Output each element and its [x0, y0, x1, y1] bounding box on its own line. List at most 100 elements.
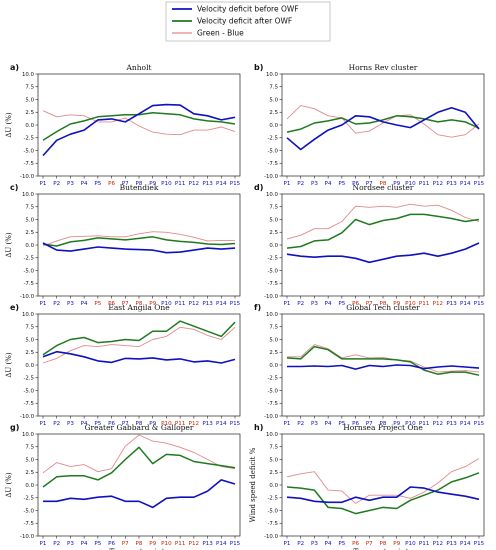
panel-a-series-before — [42, 103, 236, 157]
x-tick-label: P14 — [216, 421, 227, 427]
x-tick-label: P8 — [136, 181, 143, 187]
x-tick-label: P6 — [352, 421, 359, 427]
panel-a-title: Anholt — [125, 63, 151, 72]
y-tick-label: 7.5 — [269, 85, 278, 91]
y-tick-label: -5.0 — [23, 148, 34, 154]
x-tick-label: P14 — [216, 181, 227, 187]
x-tick-label: P13 — [446, 541, 457, 547]
y-tick-label: 5.0 — [269, 217, 278, 223]
y-tick-label: 10.0 — [266, 192, 279, 198]
x-tick-label: P1 — [40, 301, 47, 307]
x-tick-label: P4 — [81, 181, 88, 187]
y-tick-label: 2.5 — [25, 470, 34, 476]
x-tick-label: P8 — [380, 421, 387, 427]
panel-g-frame — [37, 433, 241, 537]
panel-g-xlabel: Transect points — [109, 547, 168, 550]
x-tick-label: P2 — [297, 181, 304, 187]
x-tick-label: P14 — [460, 421, 471, 427]
x-tick-label: P6 — [352, 301, 359, 307]
x-tick-label: P1 — [40, 421, 47, 427]
x-tick-label: P3 — [311, 301, 318, 307]
panel-g-series-difference — [42, 434, 236, 474]
x-tick-label: P2 — [53, 421, 60, 427]
panel-b-series-before — [286, 106, 480, 151]
panel-c-series-difference — [42, 231, 235, 247]
panel-c: -10.0 -7.5 -5.0 -2.5 0.0 2.5 5.0 7.5 10.0 P1 P2 P3 P… — [5, 183, 241, 307]
panel-f-series-difference — [287, 344, 480, 373]
x-tick-label: P14 — [460, 301, 471, 307]
x-tick-label: P10 — [161, 301, 172, 307]
x-tick-label: P8 — [380, 181, 387, 187]
x-tick-label: P5 — [338, 181, 345, 187]
x-tick-label: P13 — [446, 421, 457, 427]
x-tick-label: P11 — [419, 181, 430, 187]
y-tick-label: -7.5 — [23, 161, 34, 167]
y-tick-label: 10.0 — [22, 192, 35, 198]
legend-box — [165, 1, 331, 42]
x-tick-label: P12 — [433, 421, 444, 427]
x-tick-label: P15 — [474, 301, 485, 307]
panel-a-frame — [37, 73, 241, 177]
y-tick-label: -10.0 — [20, 534, 35, 540]
panel-h-title: Hornsea Project One — [343, 423, 423, 432]
x-tick-label: P3 — [311, 181, 318, 187]
panel-g-ylabel: ΔU (%) — [5, 472, 13, 498]
panel-h-series-difference — [286, 458, 480, 504]
y-tick-label: -5.0 — [23, 508, 34, 514]
y-tick-label: -5.0 — [267, 148, 278, 154]
y-tick-label: -10.0 — [264, 414, 279, 420]
y-tick-label: 7.5 — [25, 205, 34, 211]
y-tick-label: 2.5 — [269, 350, 278, 356]
x-tick-label: P4 — [325, 301, 332, 307]
x-tick-label: P5 — [338, 421, 345, 427]
x-tick-label: P9 — [393, 181, 400, 187]
panel-f: -10.0 -7.5 -5.0 -2.5 0.0 2.5 5.0 7.5 10.0 P1 P2 P3 P… — [254, 303, 485, 427]
y-tick-label: 10.0 — [22, 72, 35, 78]
panel-e-ylabel: ΔU (%) — [5, 352, 13, 378]
x-tick-label: P1 — [284, 421, 291, 427]
y-tick-label: -7.5 — [267, 401, 278, 407]
panel-d-label: d) — [254, 183, 263, 192]
panel-e-series-after — [42, 320, 236, 356]
x-tick-label: P11 — [419, 541, 430, 547]
x-tick-label: P13 — [446, 301, 457, 307]
y-tick-label: 2.5 — [269, 110, 278, 116]
y-tick-label: -7.5 — [23, 281, 34, 287]
x-tick-label: P5 — [94, 181, 101, 187]
panels: -10.0 -7.5 -5.0 -2.5 0.0 2.5 5.0 7.5 10.0 P1 P2 P3 P… — [5, 63, 485, 550]
x-tick-label: P11 — [175, 421, 186, 427]
y-tick-label: 0.0 — [269, 123, 278, 129]
y-tick-label: -7.5 — [267, 281, 278, 287]
x-tick-label: P7 — [366, 181, 373, 187]
x-tick-label: P7 — [366, 541, 373, 547]
y-tick-label: 0.0 — [269, 483, 278, 489]
x-tick-label: P6 — [108, 181, 115, 187]
x-tick-label: P8 — [380, 541, 387, 547]
x-tick-label: P2 — [53, 181, 60, 187]
y-tick-label: -5.0 — [23, 268, 34, 274]
y-tick-label: 10.0 — [22, 312, 35, 318]
y-tick-label: -2.5 — [267, 496, 278, 502]
y-tick-label: -2.5 — [23, 256, 34, 262]
x-tick-label: P13 — [202, 541, 213, 547]
y-tick-label: 5.0 — [25, 217, 34, 223]
x-tick-label: P12 — [433, 301, 444, 307]
x-tick-label: P9 — [393, 541, 400, 547]
x-tick-label: P4 — [325, 421, 332, 427]
panel-d-series-before — [286, 242, 480, 264]
x-tick-label: P11 — [175, 181, 186, 187]
x-tick-label: P15 — [474, 421, 485, 427]
x-tick-label: P4 — [325, 181, 332, 187]
x-tick-label: P3 — [67, 421, 74, 427]
panel-f-frame — [281, 313, 485, 417]
x-tick-label: P10 — [405, 421, 416, 427]
x-tick-label: P7 — [122, 181, 129, 187]
x-tick-label: P9 — [393, 301, 400, 307]
panel-c-series-after — [42, 236, 236, 247]
x-tick-label: P15 — [230, 181, 241, 187]
y-tick-label: -10.0 — [20, 414, 35, 420]
panel-c-label: c) — [10, 183, 18, 192]
x-tick-label: P12 — [189, 301, 200, 307]
y-tick-label: 2.5 — [25, 110, 34, 116]
x-tick-label: P11 — [419, 301, 430, 307]
